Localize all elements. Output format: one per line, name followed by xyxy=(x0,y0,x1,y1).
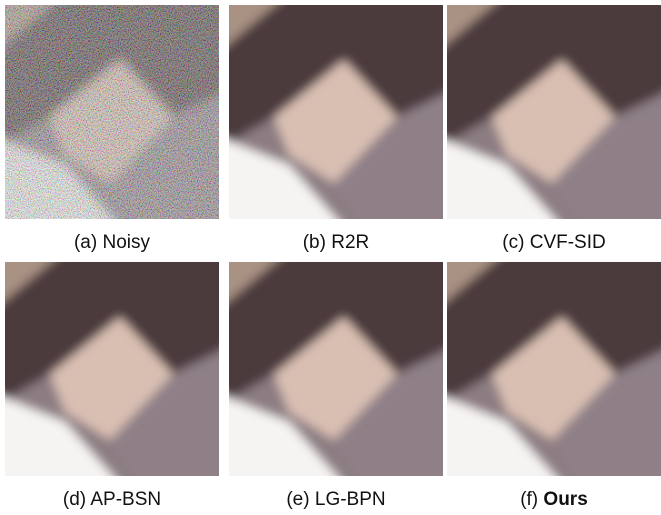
image-patch xyxy=(0,0,239,239)
caption: (c) CVF-SID xyxy=(502,232,605,253)
image-patch xyxy=(427,0,661,239)
patch-content xyxy=(427,0,661,239)
caption-name: R2R xyxy=(331,232,369,253)
caption-label: (e) xyxy=(286,489,309,510)
caption: (d) AP-BSN xyxy=(63,489,161,510)
caption-label: (b) xyxy=(303,232,326,253)
caption-name: Ours xyxy=(543,489,587,510)
caption-label: (c) xyxy=(502,232,524,253)
caption: (f) Ours xyxy=(520,489,588,510)
caption: (b) R2R xyxy=(303,232,370,253)
caption-name: Noisy xyxy=(103,232,151,253)
caption: (e) LG-BPN xyxy=(286,489,385,510)
caption-name: LG-BPN xyxy=(315,489,386,510)
patch-content xyxy=(0,242,239,496)
caption-label: (d) xyxy=(63,489,86,510)
image-patch xyxy=(0,242,239,496)
noise-overlay xyxy=(5,5,219,219)
patch-content xyxy=(427,242,661,496)
image-patch xyxy=(427,242,661,496)
patch-content xyxy=(209,242,463,496)
image-patch xyxy=(209,0,463,239)
caption-label: (f) xyxy=(520,489,538,510)
image-patch xyxy=(209,242,463,496)
caption-name: AP-BSN xyxy=(90,489,161,510)
caption-name: CVF-SID xyxy=(530,232,606,253)
caption-label: (a) xyxy=(74,232,97,253)
figure: (a) Noisy (b) R2R (c) CVF-SID (d) AP-BSN (e)… xyxy=(0,0,661,510)
patch-content xyxy=(209,0,463,239)
caption: (a) Noisy xyxy=(74,232,151,253)
